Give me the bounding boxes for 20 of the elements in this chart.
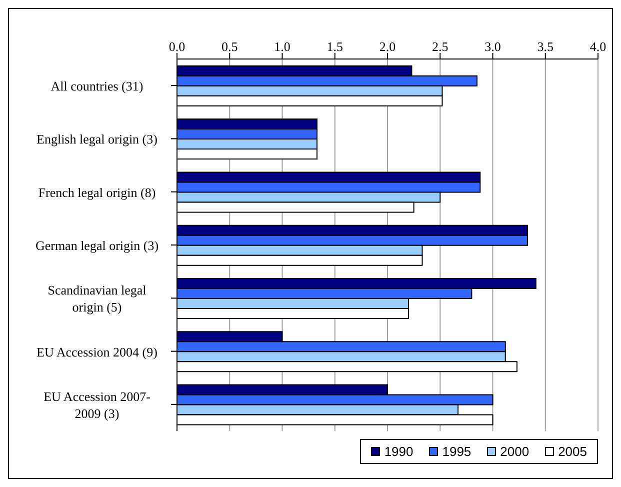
x-tick-label: 2.0 <box>379 39 396 54</box>
legend-label: 2000 <box>500 444 530 459</box>
x-tick-label: 3.0 <box>484 39 501 54</box>
legend-label: 1995 <box>442 444 472 459</box>
y-tick-label: EU Accession 2004 (9) <box>36 344 158 359</box>
x-tick-label: 4.0 <box>590 39 606 54</box>
y-tick-label: EU Accession 2007-2009 (3) <box>44 388 150 420</box>
x-tick-label: 3.5 <box>537 39 554 54</box>
y-tick-label: All countries (31) <box>50 78 144 94</box>
y-tick-label: Scandinavian legal origin (5) <box>48 282 147 314</box>
y-tick-label: German legal origin (3) <box>35 238 159 252</box>
legend-label: 1990 <box>384 444 414 459</box>
x-tick-label: 1.5 <box>326 39 343 54</box>
y-tick-label: English legal origin (3) <box>36 131 158 146</box>
x-tick-label: 0.5 <box>222 39 238 54</box>
x-tick-label: 2.5 <box>432 39 448 54</box>
x-tick-label: 0.0 <box>168 39 186 54</box>
y-tick-label: French legal origin (8) <box>38 184 156 200</box>
legend-label: 2005 <box>558 444 587 459</box>
x-tick-label: 1.0 <box>274 39 290 54</box>
